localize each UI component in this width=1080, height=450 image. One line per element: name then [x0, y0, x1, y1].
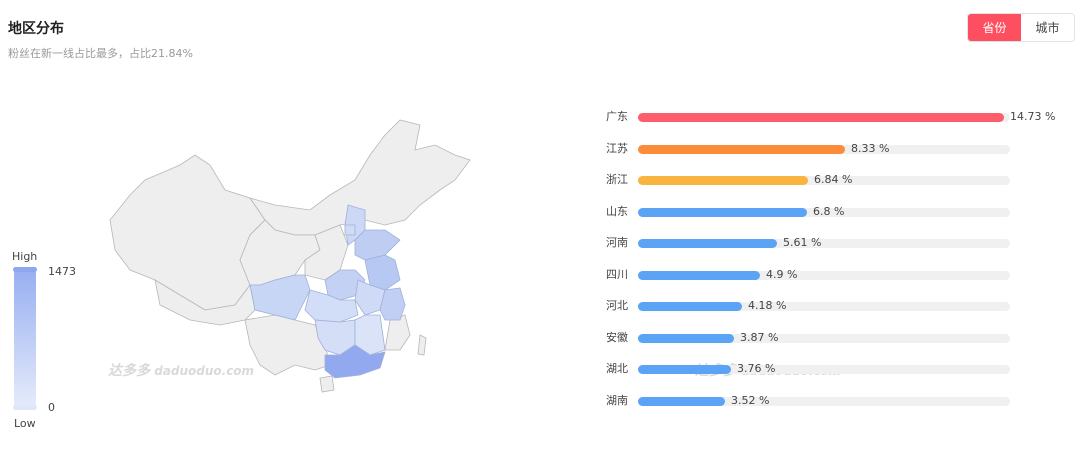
ranking-percent-value: 5.61 % [783, 236, 822, 249]
ranking-province-label: 安徽 [606, 330, 628, 344]
ranking-row: 安徽 3.87 % [606, 329, 1066, 347]
ranking-row: 湖北 3.76 % [606, 360, 1066, 378]
ranking-bar-fill [638, 396, 725, 406]
ranking-province-label: 湖北 [606, 362, 628, 375]
legend-min-value: 0 [48, 401, 55, 414]
legend-max-value: 1473 [48, 265, 76, 278]
ranking-bar-fill [638, 365, 731, 374]
ranking-bar-fill [638, 113, 1004, 122]
ranking-bar-track [638, 144, 1010, 154]
ranking-bar-track [638, 302, 1010, 311]
legend-high-label: High [12, 250, 38, 263]
section-subtitle: 粉丝在新一线占比最多，占比21.84% [8, 47, 193, 60]
watermark-logo-text: 达多多 [108, 363, 150, 379]
ranking-row: 湖南 3.52 % [606, 392, 1066, 410]
ranking-bar-fill [638, 333, 734, 343]
ranking-percent-value: 8.33 % [851, 141, 890, 155]
ranking-bar-track [638, 207, 1010, 217]
ranking-row: 河北 4.18 % [606, 297, 1066, 315]
ranking-percent-value: 6.84 % [814, 173, 853, 186]
ranking-percent-value: 3.76 % [737, 362, 776, 375]
ranking-percent-value: 3.87 % [740, 330, 779, 344]
ranking-bar-fill [638, 270, 760, 280]
ranking-percent-value: 14.73 % [1010, 110, 1056, 123]
ranking-bar-fill [638, 302, 742, 311]
ranking-bar-track [638, 270, 1010, 280]
ranking-province-label: 山东 [606, 204, 628, 218]
watermark-domain: daduoduo.com [154, 364, 255, 378]
ranking-percent-value: 6.8 % [813, 204, 845, 218]
ranking-row: 山东 6.8 % [606, 203, 1066, 221]
ranking-province-label: 江苏 [606, 141, 628, 155]
watermark-left: 达多多 daduoduo.com [108, 360, 254, 380]
map-region-guangdong [324, 344, 386, 379]
ranking-bar-fill [638, 176, 808, 185]
section-title: 地区分布 [8, 21, 64, 37]
region-type-toggle[interactable]: 省份 城市 [967, 13, 1075, 42]
legend-gradient-bar [14, 269, 36, 409]
map-region-west [109, 154, 266, 311]
ranking-province-label: 河南 [606, 236, 628, 249]
ranking-province-label: 湖南 [606, 393, 628, 407]
map-region-shandong [354, 229, 401, 261]
china-map [109, 119, 471, 393]
ranking-percent-value: 4.18 % [748, 299, 787, 312]
province-tab[interactable]: 省份 [968, 14, 1021, 41]
legend-low-label: Low [14, 417, 36, 430]
map-region-hubei [304, 289, 359, 323]
legend-min-handle[interactable] [13, 405, 37, 410]
ranking-bar-track [638, 239, 1010, 248]
ranking-bar-track [638, 176, 1010, 185]
ranking-bar-track [638, 333, 1010, 343]
city-tab[interactable]: 城市 [1021, 14, 1074, 41]
ranking-percent-value: 4.9 % [766, 267, 798, 281]
ranking-bar-track [638, 365, 1010, 374]
ranking-province-label: 四川 [606, 267, 628, 281]
ranking-bar-fill [638, 144, 845, 154]
ranking-province-label: 浙江 [606, 173, 628, 186]
ranking-bar-track [638, 396, 1010, 406]
map-region-hainan [319, 375, 335, 393]
map-region-taiwan [417, 334, 427, 356]
legend-max-handle[interactable] [13, 267, 37, 272]
map-region-beijing [344, 224, 356, 236]
ranking-province-label: 广东 [606, 110, 628, 123]
ranking-row: 河南 5.61 % [606, 234, 1066, 252]
ranking-province-label: 河北 [606, 299, 628, 312]
ranking-bar-track [638, 113, 1010, 122]
ranking-bar-fill [638, 207, 807, 217]
ranking-row: 四川 4.9 % [606, 266, 1066, 284]
ranking-bar-fill [638, 239, 777, 248]
ranking-percent-value: 3.52 % [731, 393, 770, 407]
ranking-row: 广东 14.73 % [606, 108, 1066, 126]
map-region-zhejiang [379, 287, 406, 321]
map-region-fujian [384, 314, 411, 351]
ranking-row: 江苏 8.33 % [606, 140, 1066, 158]
ranking-row: 浙江 6.84 % [606, 171, 1066, 189]
